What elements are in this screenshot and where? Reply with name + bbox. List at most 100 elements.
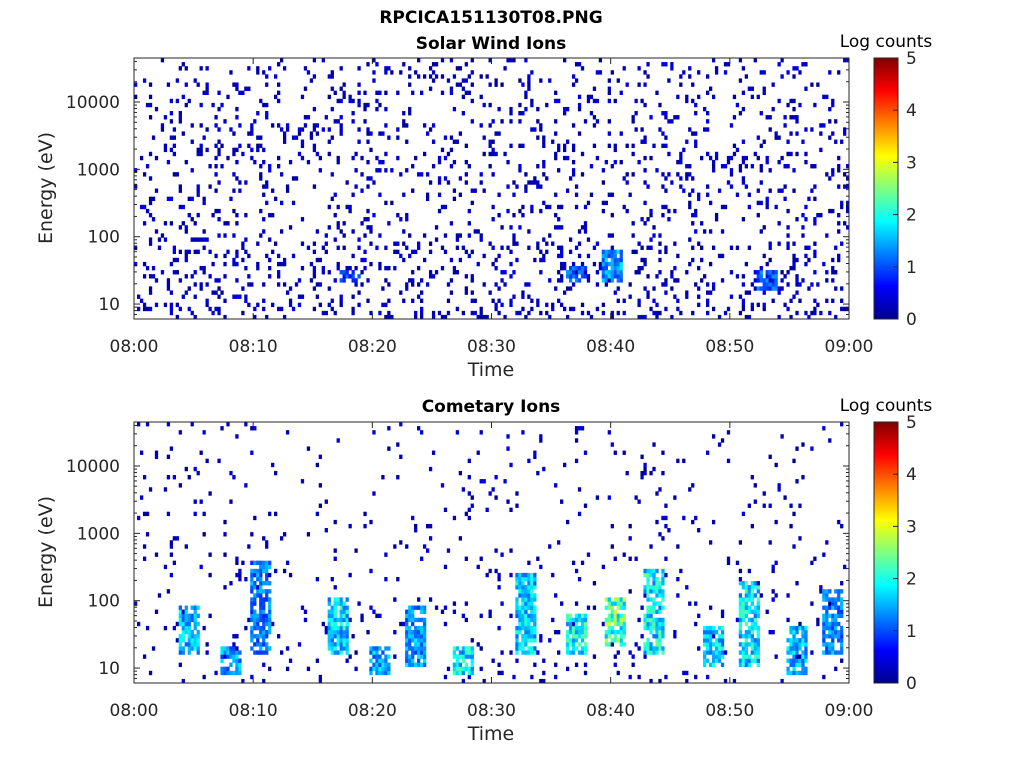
heatmap-cell	[646, 74, 650, 79]
heatmap-cell	[703, 229, 707, 234]
heatmap-cell	[604, 617, 608, 623]
heatmap-cell	[595, 70, 600, 75]
heatmap-cell	[622, 621, 626, 627]
heatmap-cell	[795, 650, 799, 655]
heatmap-cell	[563, 155, 567, 161]
heatmap-cell	[756, 662, 760, 667]
heatmap-cell	[729, 294, 734, 299]
heatmap-cell	[181, 634, 185, 639]
heatmap-cell	[774, 204, 778, 210]
heatmap-cell	[661, 184, 665, 189]
heatmap-cell	[431, 164, 436, 169]
heatmap-cell	[774, 282, 778, 287]
heatmap-cell	[148, 274, 153, 279]
heatmap-cell	[175, 270, 179, 275]
heatmap-cell	[661, 597, 665, 602]
heatmap-cell	[795, 446, 799, 451]
heatmap-cell	[497, 670, 501, 676]
heatmap-cell	[420, 306, 424, 312]
heatmap-cell	[387, 282, 391, 287]
heatmap-cell	[649, 625, 653, 631]
heatmap-cell	[708, 200, 713, 206]
heatmap-cell	[682, 188, 686, 193]
heatmap-cell	[726, 430, 731, 435]
heatmap-cell	[568, 642, 573, 647]
heatmap-cell	[643, 82, 647, 87]
heatmap-cell	[387, 654, 391, 659]
heatmap-cell	[539, 127, 543, 132]
heatmap-cell	[810, 82, 814, 87]
heatmap-cell	[703, 658, 707, 663]
heatmap-cell	[539, 257, 543, 263]
heatmap-cell	[786, 306, 790, 312]
heatmap-cell	[411, 646, 415, 651]
heatmap-cell	[646, 621, 650, 627]
heatmap-cell	[205, 282, 209, 287]
heatmap-cell	[557, 245, 561, 250]
heatmap-cell	[759, 164, 763, 169]
heatmap-cell	[220, 654, 224, 659]
heatmap-cell	[336, 629, 340, 635]
heatmap-cell	[190, 634, 194, 639]
heatmap-cell	[539, 564, 543, 570]
heatmap-cell	[369, 310, 373, 316]
heatmap-cell	[536, 245, 540, 250]
heatmap-cell	[312, 184, 317, 189]
heatmap-cell	[521, 589, 525, 594]
heatmap-cell	[259, 601, 263, 606]
heatmap-cell	[342, 638, 346, 643]
heatmap-cell	[396, 155, 400, 161]
heatmap-cell	[220, 164, 224, 169]
heatmap-cell	[199, 123, 203, 128]
heatmap-cell	[375, 662, 379, 667]
heatmap-cell	[422, 638, 427, 643]
heatmap-cell	[157, 593, 162, 598]
heatmap-cell	[178, 119, 182, 124]
heatmap-cell	[613, 265, 617, 271]
heatmap-cell	[726, 180, 731, 185]
heatmap-cell	[571, 265, 576, 271]
heatmap-cell	[476, 450, 480, 455]
heatmap-cell	[422, 257, 427, 263]
heatmap-cell	[479, 123, 483, 128]
heatmap-cell	[333, 585, 337, 590]
heatmap-cell	[479, 237, 483, 242]
heatmap-cell	[244, 483, 248, 488]
heatmap-cell	[610, 609, 614, 614]
heatmap-cell	[405, 212, 409, 218]
heatmap-cell	[717, 442, 722, 447]
heatmap-cell	[700, 245, 704, 250]
heatmap-cell	[136, 422, 141, 427]
heatmap-cell	[607, 192, 611, 197]
heatmap-cell	[741, 617, 746, 623]
heatmap-cell	[515, 572, 519, 578]
heatmap-cell	[333, 519, 337, 525]
heatmap-cell	[166, 82, 171, 87]
heatmap-cell	[333, 642, 337, 647]
heatmap-cell	[583, 662, 588, 667]
heatmap-cell	[837, 629, 841, 635]
heatmap-cell	[634, 556, 638, 561]
heatmap-cell	[291, 176, 296, 181]
heatmap-cell	[443, 314, 448, 320]
heatmap-cell	[655, 519, 659, 525]
heatmap-cell	[679, 74, 683, 79]
heatmap-cell	[172, 625, 177, 631]
heatmap-cell	[333, 650, 337, 655]
heatmap-cell	[214, 164, 218, 169]
heatmap-cell	[518, 589, 522, 594]
heatmap-cell	[402, 298, 406, 303]
heatmap-cell	[417, 74, 421, 79]
heatmap-cell	[652, 634, 656, 639]
heatmap-cell	[837, 164, 841, 169]
heatmap-cell	[551, 302, 555, 308]
heatmap-cell	[667, 151, 671, 157]
heatmap-cell	[381, 666, 385, 672]
heatmap-cell	[414, 642, 418, 647]
heatmap-cell	[637, 298, 641, 303]
heatmap-cell	[327, 609, 331, 614]
heatmap-cell	[151, 265, 156, 271]
heatmap-cell	[694, 111, 698, 116]
heatmap-cell	[750, 282, 754, 287]
heatmap-cell	[160, 233, 165, 238]
